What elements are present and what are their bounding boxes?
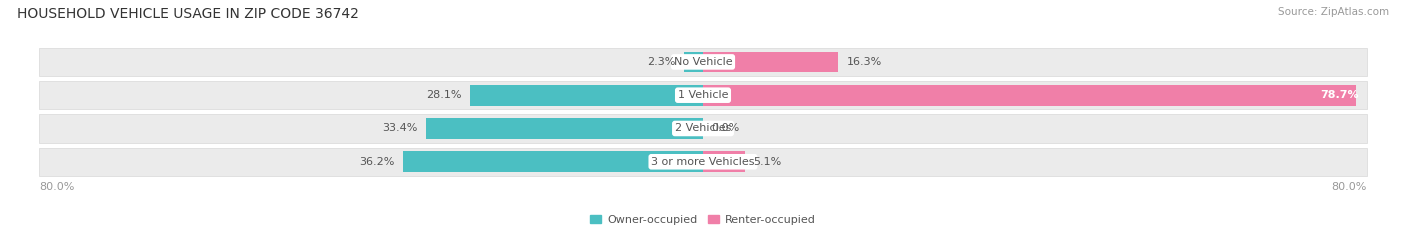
Text: 3 or more Vehicles: 3 or more Vehicles [651,157,755,167]
Bar [39,114,1367,143]
Text: 36.2%: 36.2% [359,157,394,167]
Text: 0.0%: 0.0% [711,123,740,134]
Text: 78.7%: 78.7% [1320,90,1358,100]
Bar [39,48,1367,76]
Text: 80.0%: 80.0% [39,182,75,192]
Text: 2.3%: 2.3% [647,57,676,67]
Bar [683,51,703,72]
Bar [703,85,1357,106]
Bar [402,151,703,172]
Text: 1 Vehicle: 1 Vehicle [678,90,728,100]
Bar [470,85,703,106]
Bar [703,51,838,72]
Bar [426,118,703,139]
Bar [39,81,1367,109]
Text: 28.1%: 28.1% [426,90,461,100]
Bar [703,151,745,172]
Text: 2 Vehicles: 2 Vehicles [675,123,731,134]
Text: 16.3%: 16.3% [846,57,882,67]
Text: 80.0%: 80.0% [1331,182,1367,192]
Text: 5.1%: 5.1% [754,157,782,167]
Text: 33.4%: 33.4% [382,123,418,134]
Text: HOUSEHOLD VEHICLE USAGE IN ZIP CODE 36742: HOUSEHOLD VEHICLE USAGE IN ZIP CODE 3674… [17,7,359,21]
Text: Source: ZipAtlas.com: Source: ZipAtlas.com [1278,7,1389,17]
Text: No Vehicle: No Vehicle [673,57,733,67]
Bar [39,148,1367,176]
Legend: Owner-occupied, Renter-occupied: Owner-occupied, Renter-occupied [586,210,820,229]
